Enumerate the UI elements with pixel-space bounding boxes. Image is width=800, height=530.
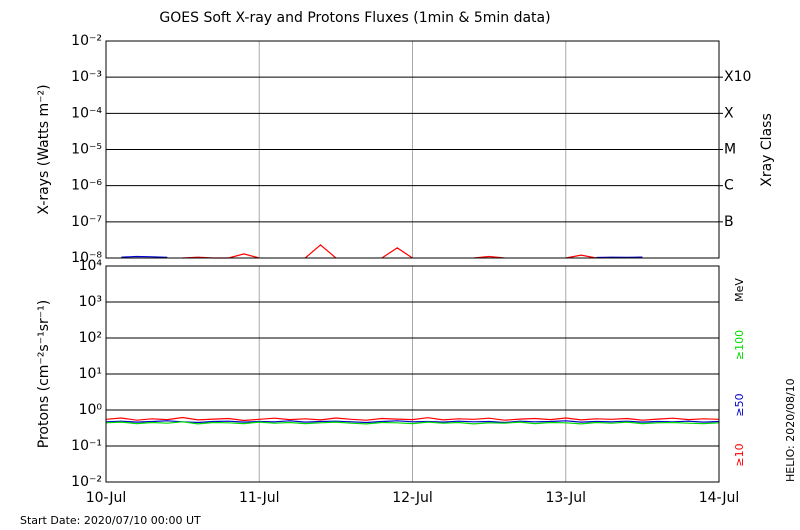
- y-tick-label: 10⁰: [79, 402, 103, 418]
- stamp: HELIO: 2020/08/10: [784, 378, 797, 482]
- y2-tick-label: X10: [724, 69, 751, 85]
- y-tick-label: 10⁻²: [71, 33, 102, 49]
- y2-axis-label: Xray Class: [759, 113, 775, 187]
- y-tick-label: 10⁻³: [71, 69, 102, 85]
- y-tick-label: 10⁻⁴: [71, 105, 102, 121]
- y-tick-label: 10²: [79, 330, 102, 346]
- y2-tick-label: B: [724, 214, 734, 230]
- series-line: [105, 416, 720, 422]
- y2-tick-label: M: [724, 142, 736, 158]
- legend-entry: ≥50: [733, 393, 746, 416]
- plot-frame: [105, 40, 720, 259]
- series-line: [105, 420, 720, 424]
- start-date: Start Date: 2020/07/10 00:00 UT: [20, 514, 201, 527]
- series-line: [105, 421, 720, 425]
- y-tick-label: 10⁻⁸: [71, 250, 102, 266]
- y-axis-label: Protons (cm⁻²s⁻¹sr⁻¹): [36, 300, 52, 449]
- y-tick-label: 10⁻⁷: [71, 214, 102, 230]
- y-tick-label: 10⁴: [79, 258, 103, 274]
- series-line: [182, 244, 597, 259]
- x-tick-label: 12-Jul: [392, 490, 433, 506]
- plot-frame: [105, 265, 720, 483]
- series-line: [121, 255, 643, 259]
- x-tick-label: 10-Jul: [86, 490, 127, 506]
- y2-tick-label: C: [724, 178, 734, 194]
- y-tick-label: 10⁻¹: [71, 438, 102, 454]
- y-tick-label: 10⁻⁶: [71, 178, 102, 194]
- legend-entry: ≥100: [733, 330, 746, 360]
- y2-tick-label: X: [724, 105, 734, 121]
- x-tick-label: 13-Jul: [545, 490, 586, 506]
- legend-title: MeV: [733, 278, 746, 302]
- legend-entry: ≥10: [733, 443, 746, 466]
- y-axis-label: X-rays (Watts m⁻²): [36, 84, 52, 214]
- x-tick-label: 11-Jul: [239, 490, 280, 506]
- y-tick-label: 10³: [79, 294, 102, 310]
- x-tick-label: 14-Jul: [699, 490, 740, 506]
- y-tick-label: 10⁻⁵: [71, 142, 102, 158]
- y-tick-label: 10¹: [79, 366, 102, 382]
- chart-title: GOES Soft X-ray and Protons Fluxes (1min…: [159, 10, 550, 26]
- y-tick-label: 10⁻²: [71, 474, 102, 490]
